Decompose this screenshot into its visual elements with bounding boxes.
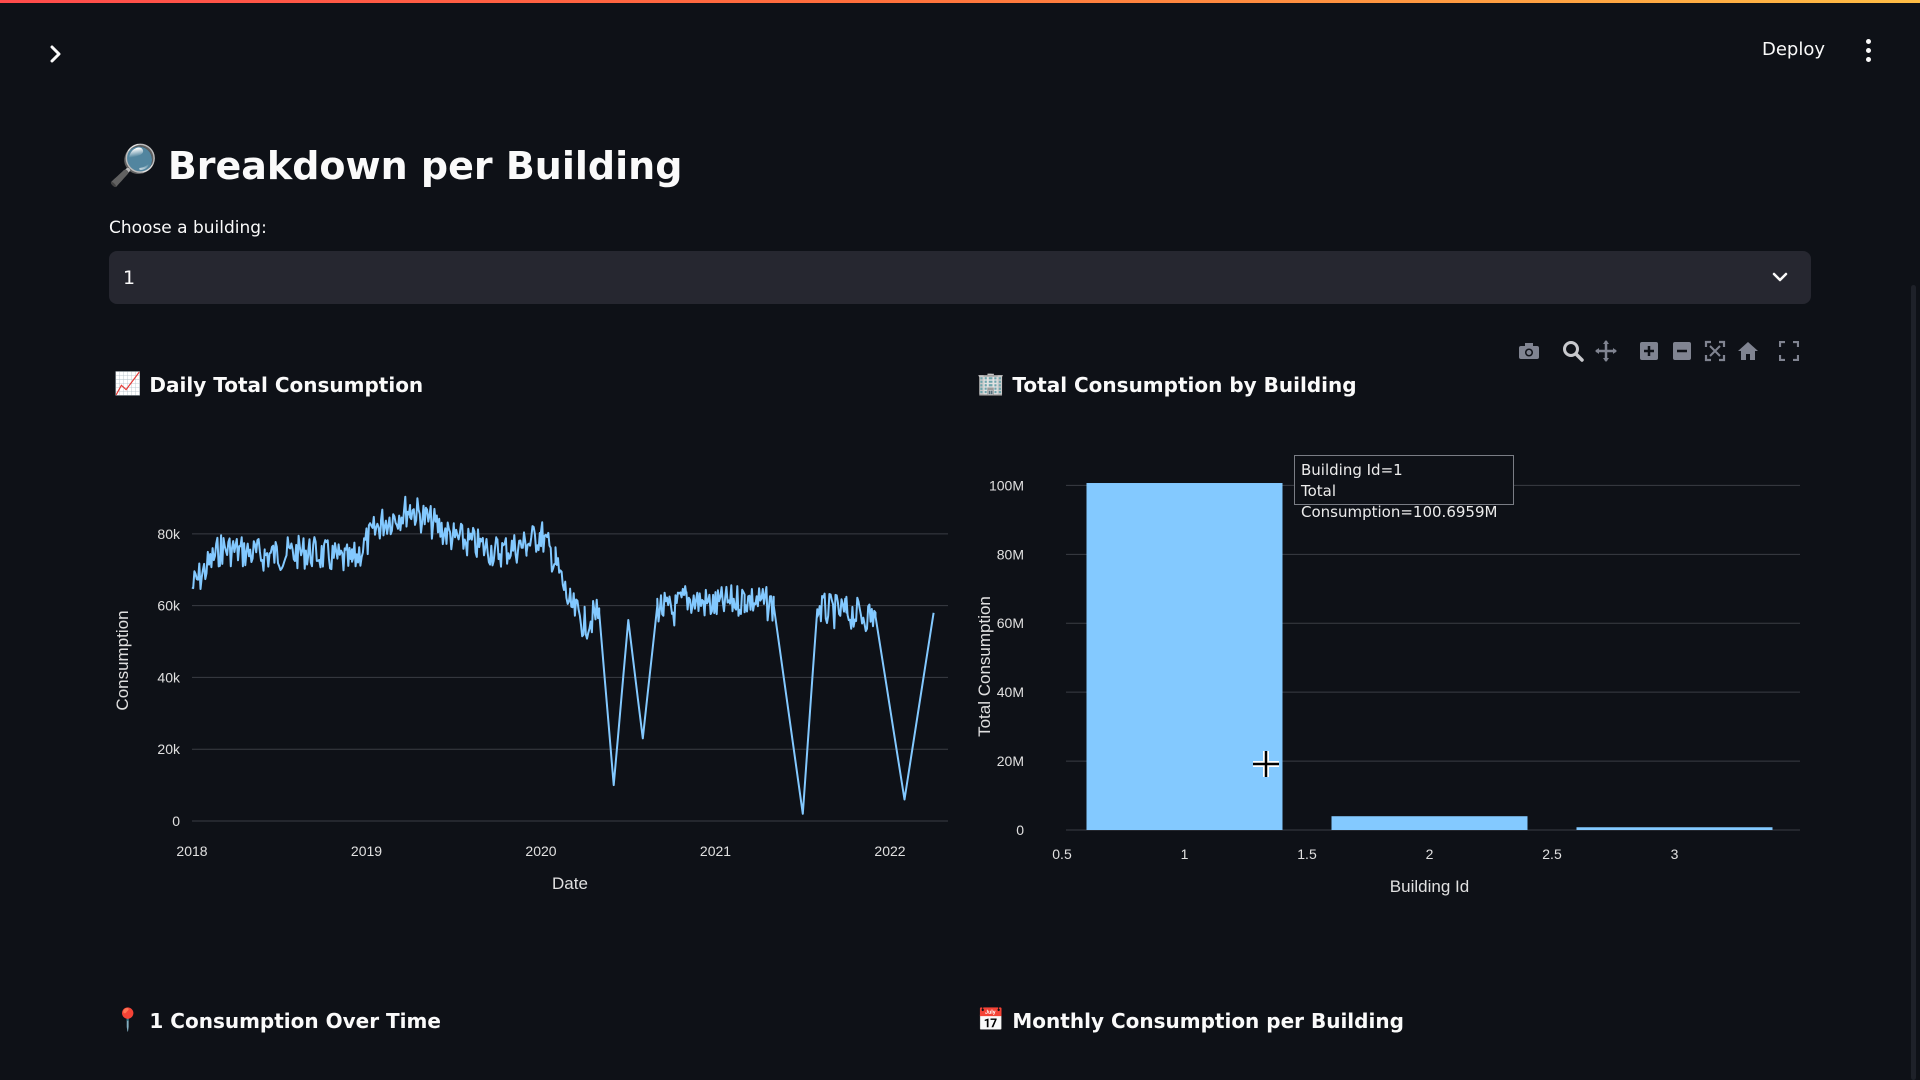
x-tick-label: 1 [1181, 846, 1189, 862]
bar-building-1[interactable] [1086, 483, 1283, 830]
y-tick-label: 60M [997, 615, 1024, 631]
deploy-button[interactable]: Deploy [1762, 39, 1826, 60]
top-decoration-bar [0, 0, 1920, 3]
main-menu-button[interactable] [1858, 36, 1878, 64]
fullscreen-icon[interactable] [1776, 338, 1802, 364]
y-tick-label: 60k [157, 598, 181, 614]
building-select[interactable]: 1 [109, 251, 1811, 304]
crosshair-cursor-icon [1253, 751, 1279, 777]
chart-increasing-icon: 📈 [114, 372, 142, 397]
kebab-menu-icon [1865, 38, 1871, 44]
building-select-value: 1 [123, 266, 136, 289]
calendar-icon: 📅 [977, 1008, 1005, 1033]
line-chart-y-ticks: 0 20k 40k 60k 80k [157, 526, 181, 829]
page-title: 🔎 Breakdown per Building [108, 138, 682, 194]
x-tick-label: 2022 [874, 843, 905, 859]
office-building-icon: 🏢 [977, 372, 1005, 397]
y-tick-label: 0 [172, 813, 180, 829]
consumption-over-time-title-text: 1 Consumption Over Time [149, 1008, 441, 1033]
page-title-text: Breakdown per Building [167, 144, 683, 188]
line-chart-x-ticks: 2018 2019 2020 2021 2022 [176, 843, 905, 859]
chevron-down-icon [1772, 272, 1788, 282]
bar-chart-x-ticks: 0.5 1 1.5 2 2.5 3 [1052, 846, 1678, 862]
magnifier-icon: 🔎 [108, 143, 158, 189]
bar-chart-y-axis-title: Total Consumption [975, 596, 994, 737]
chart-modebar [0, 338, 1920, 364]
y-tick-label: 80M [997, 546, 1024, 562]
chevron-right-icon [50, 45, 61, 63]
x-tick-label: 2 [1426, 846, 1434, 862]
sidebar-toggle-button[interactable] [42, 40, 70, 68]
monthly-consumption-title-text: Monthly Consumption per Building [1012, 1008, 1404, 1033]
x-tick-label: 2021 [700, 843, 731, 859]
pin-icon: 📍 [114, 1008, 142, 1033]
zoom-out-icon[interactable] [1669, 338, 1695, 364]
x-tick-label: 3 [1671, 846, 1679, 862]
bar-chart-y-ticks: 0 20M 40M 60M 80M 100M [989, 477, 1024, 838]
bar-hover-tooltip: Building Id=1 Total Consumption=100.6959… [1294, 455, 1514, 521]
x-tick-label: 0.5 [1052, 846, 1072, 862]
line-chart-y-axis-title: Consumption [113, 610, 132, 710]
line-chart-x-axis-title: Date [552, 874, 588, 893]
bar-chart-x-axis-title: Building Id [1390, 877, 1469, 896]
bar-building-2[interactable] [1331, 816, 1528, 830]
building-consumption-chart[interactable]: 0 20M 40M 60M 80M 100M 0.5 1 1.5 2 2.5 3 Building … [970, 440, 1810, 910]
reset-axes-icon[interactable] [1735, 338, 1761, 364]
autoscale-icon[interactable] [1702, 338, 1728, 364]
daily-consumption-title-text: Daily Total Consumption [149, 372, 424, 397]
kebab-dot [1865, 47, 1871, 53]
building-select-label: Choose a building: [109, 218, 267, 238]
camera-icon[interactable] [1516, 338, 1542, 364]
line-chart-grid [192, 533, 948, 822]
zoom-in-icon[interactable] [1636, 338, 1662, 364]
pan-icon[interactable] [1593, 338, 1619, 364]
x-tick-label: 2020 [525, 843, 556, 859]
building-consumption-title: 🏢 Total Consumption by Building [977, 372, 1357, 397]
x-tick-label: 2019 [351, 843, 382, 859]
page-scrollbar[interactable] [1911, 285, 1916, 1080]
y-tick-label: 40k [157, 669, 181, 685]
y-tick-label: 80k [157, 526, 181, 542]
y-tick-label: 0 [1016, 822, 1024, 838]
x-tick-label: 2018 [176, 843, 207, 859]
bar-building-3[interactable] [1576, 827, 1773, 830]
monthly-consumption-title: 📅 Monthly Consumption per Building [977, 1008, 1404, 1033]
consumption-series-line [191, 495, 935, 815]
tooltip-total-consumption: Total Consumption=100.6959M [1301, 482, 1498, 521]
kebab-dot [1865, 56, 1871, 62]
bar-chart-bars [1086, 483, 1773, 830]
x-tick-label: 2.5 [1542, 846, 1562, 862]
zoom-icon[interactable] [1560, 338, 1586, 364]
y-tick-label: 20M [997, 753, 1024, 769]
building-consumption-title-text: Total Consumption by Building [1012, 372, 1357, 397]
consumption-over-time-title: 📍 1 Consumption Over Time [114, 1008, 441, 1033]
y-tick-label: 40M [997, 684, 1024, 700]
x-tick-label: 1.5 [1297, 846, 1317, 862]
tooltip-building-id: Building Id=1 [1301, 461, 1403, 479]
y-tick-label: 20k [157, 741, 181, 757]
y-tick-label: 100M [989, 477, 1024, 493]
daily-consumption-title: 📈 Daily Total Consumption [114, 372, 423, 397]
